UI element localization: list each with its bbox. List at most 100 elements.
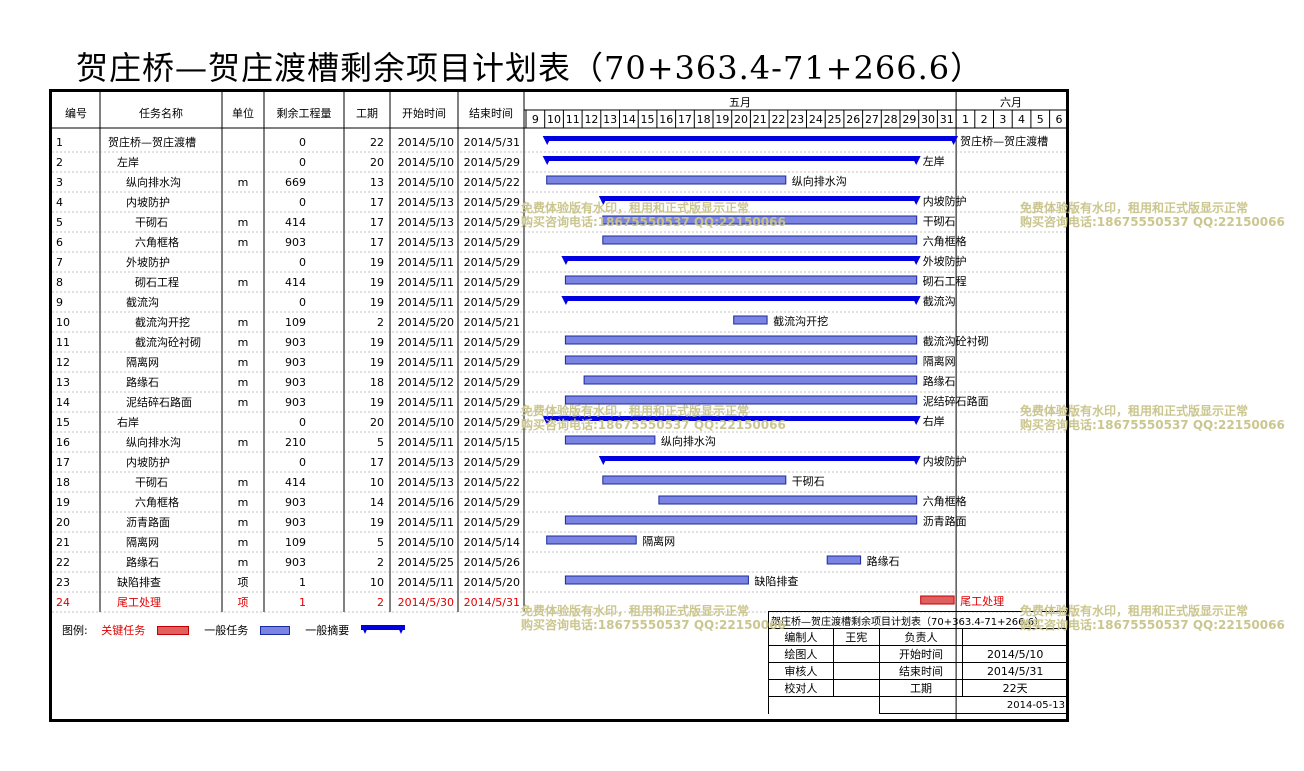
watermark-line2: 购买咨询电话:18675550537 QQ:22150066 [1020, 618, 1285, 632]
tb-value: 2014/5/10 [962, 645, 1068, 663]
task-qty: 414 [285, 216, 306, 229]
tb-label: 开始时间 [878, 645, 964, 663]
watermark: 免费体验版有水印，租用和正式版显示正常 购买咨询电话:18675550537 QQ… [521, 404, 786, 432]
day-label: 30 [921, 113, 935, 126]
task-unit: m [238, 356, 249, 369]
watermark-line1: 免费体验版有水印，租用和正式版显示正常 [521, 404, 750, 418]
task-start: 2014/5/30 [398, 596, 454, 609]
task-start: 2014/5/10 [398, 416, 454, 429]
task-duration: 18 [370, 376, 384, 389]
legend-critical-label: 关键任务 [101, 624, 146, 637]
task-name: 路缘石 [126, 556, 159, 569]
day-label: 26 [846, 113, 860, 126]
task-qty: 903 [285, 516, 306, 529]
tb-value: 2014/5/31 [962, 662, 1068, 680]
day-label: 20 [734, 113, 748, 126]
task-duration: 13 [370, 176, 384, 189]
legend-prefix: 图例: [62, 624, 88, 637]
task-duration: 19 [370, 256, 384, 269]
task-start: 2014/5/11 [398, 356, 454, 369]
task-end: 2014/5/29 [464, 256, 520, 269]
summary-cap-start [561, 256, 571, 265]
month-header: 五月 [729, 96, 751, 109]
task-unit: m [238, 376, 249, 389]
task-id: 24 [56, 596, 70, 609]
bar-label: 纵向排水沟 [661, 434, 716, 448]
task-duration: 19 [370, 276, 384, 289]
summary-bar [565, 296, 917, 301]
task-start: 2014/5/11 [398, 576, 454, 589]
task-unit: m [238, 536, 249, 549]
task-unit: m [238, 216, 249, 229]
task-qty: 0 [299, 416, 306, 429]
day-label: 25 [828, 113, 842, 126]
task-bar [602, 215, 918, 225]
day-label: 11 [566, 113, 580, 126]
task-duration: 19 [370, 296, 384, 309]
task-id: 8 [56, 276, 63, 289]
task-duration: 20 [370, 156, 384, 169]
summary-bar [546, 136, 955, 141]
summary-cap-end [949, 136, 959, 145]
tb-value [832, 679, 880, 697]
task-qty: 414 [285, 476, 306, 489]
task-start: 2014/5/13 [398, 476, 454, 489]
summary-cap-start [542, 136, 552, 145]
task-id: 2 [56, 156, 63, 169]
task-start: 2014/5/12 [398, 376, 454, 389]
task-bar [564, 435, 656, 445]
watermark: 免费体验版有水印，租用和正式版显示正常 购买咨询电话:18675550537 QQ… [1020, 604, 1285, 632]
task-qty: 903 [285, 396, 306, 409]
task-start: 2014/5/13 [398, 216, 454, 229]
day-label: 16 [659, 113, 673, 126]
task-start: 2014/5/13 [398, 196, 454, 209]
task-start: 2014/5/13 [398, 456, 454, 469]
tb-value: 22天 [962, 679, 1068, 697]
task-unit: m [238, 176, 249, 189]
bar-label: 干砌石 [792, 475, 825, 488]
summary-bar [565, 256, 917, 261]
bar-label: 隔离网 [923, 354, 956, 368]
column-header: 任务名称 [139, 106, 183, 120]
task-qty: 0 [299, 296, 306, 309]
task-start: 2014/5/11 [398, 396, 454, 409]
task-duration: 19 [370, 336, 384, 349]
summary-cap-start [598, 456, 608, 465]
task-qty: 414 [285, 276, 306, 289]
task-qty: 669 [285, 176, 306, 189]
task-qty: 1 [299, 596, 306, 609]
task-end: 2014/5/29 [464, 356, 520, 369]
day-label: 9 [532, 113, 539, 126]
task-id: 13 [56, 376, 70, 389]
tb-label: 结束时间 [878, 662, 964, 680]
task-duration: 10 [370, 476, 384, 489]
task-id: 3 [56, 176, 63, 189]
title-block-date: 2014-05-13 [878, 696, 1069, 714]
summary-cap-end [911, 256, 921, 265]
column-header: 编号 [65, 106, 87, 120]
bar-label: 纵向排水沟 [792, 174, 847, 188]
task-duration: 17 [370, 196, 384, 209]
task-name: 纵向排水沟 [126, 435, 181, 449]
task-duration: 20 [370, 416, 384, 429]
summary-cap-start [542, 156, 552, 165]
task-unit: m [238, 556, 249, 569]
task-id: 16 [56, 436, 70, 449]
task-start: 2014/5/11 [398, 276, 454, 289]
task-duration: 19 [370, 396, 384, 409]
task-start: 2014/5/10 [398, 176, 454, 189]
day-label: 15 [641, 113, 655, 126]
task-id: 20 [56, 516, 70, 529]
bar-label: 左岸 [923, 155, 945, 168]
watermark-line2: 购买咨询电话:18675550537 QQ:22150066 [521, 418, 786, 432]
task-duration: 17 [370, 216, 384, 229]
task-name: 贺庄桥—贺庄渡槽 [108, 135, 196, 149]
day-label: 14 [622, 113, 636, 126]
task-end: 2014/5/29 [464, 376, 520, 389]
summary-bar [602, 456, 917, 461]
day-label: 28 [884, 113, 898, 126]
task-id: 23 [56, 576, 70, 589]
task-end: 2014/5/22 [464, 476, 520, 489]
task-end: 2014/5/31 [464, 136, 520, 149]
task-duration: 5 [377, 436, 384, 449]
